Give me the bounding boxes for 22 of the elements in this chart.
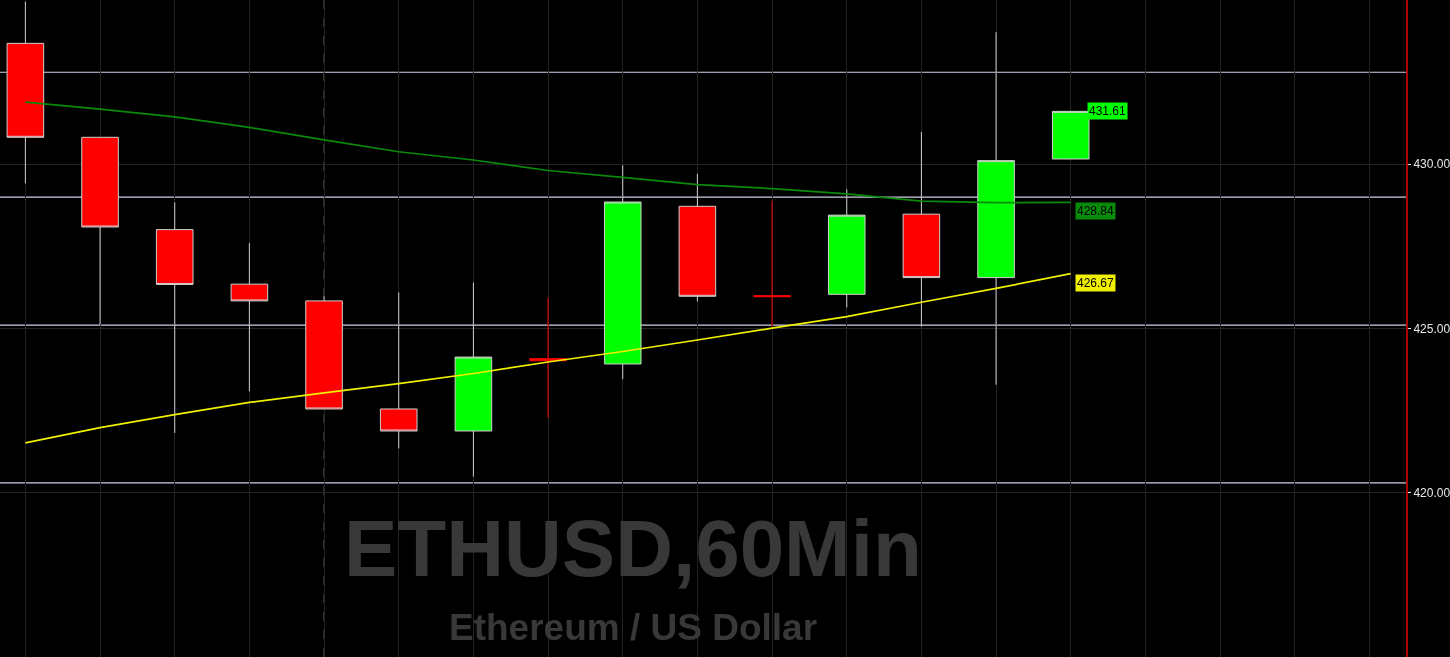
line-series [24, 101, 1072, 204]
line-series [24, 272, 1072, 444]
candlestick [827, 188, 866, 308]
candlestick [6, 1, 45, 184]
y-tick-label: 430.00 [1413, 157, 1450, 172]
candlestick [902, 131, 941, 328]
candlestick [454, 282, 493, 478]
text: Ethereum / US Dollar [449, 607, 818, 648]
candlestick [81, 136, 119, 326]
candlestick [678, 173, 717, 303]
candlestick [753, 200, 791, 328]
y-tick-label: 425.00 [1413, 321, 1450, 336]
data-label: 426.67 [1077, 276, 1115, 290]
data-label: 428.84 [1077, 204, 1115, 218]
candlestick [305, 295, 343, 410]
text: 431.61 [1089, 104, 1126, 118]
candlestick [230, 242, 269, 392]
candlestick [603, 164, 642, 380]
text: ETHUSD,60Min [344, 504, 922, 593]
candlestick [529, 297, 567, 419]
candlestick [379, 291, 418, 449]
y-tick-label: 420.00 [1413, 485, 1450, 500]
